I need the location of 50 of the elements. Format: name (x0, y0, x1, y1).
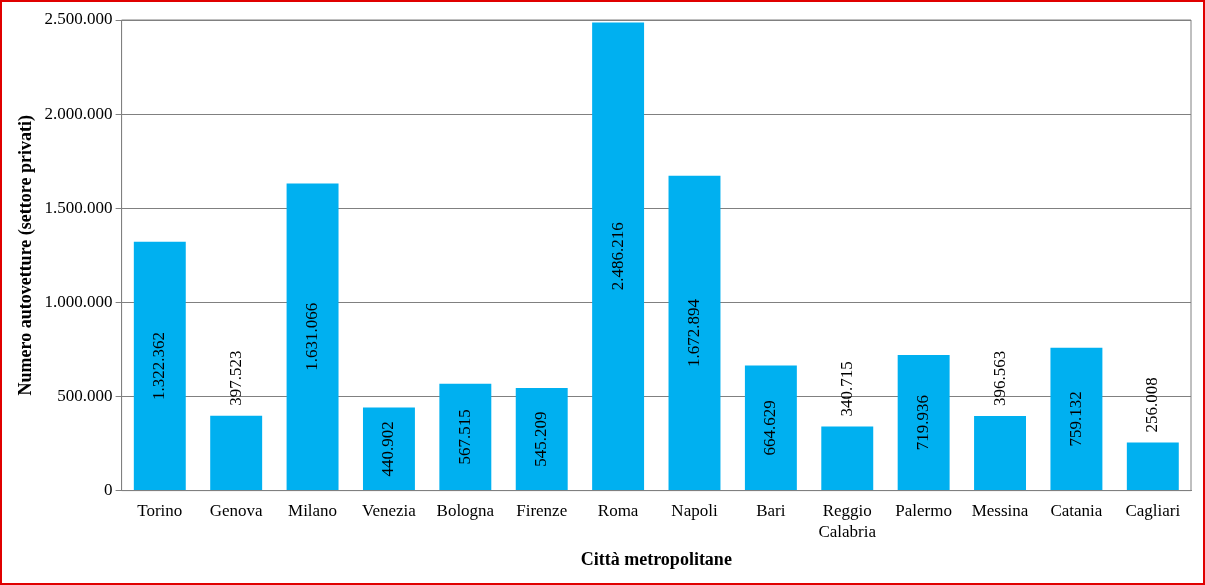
data-label: 1.322.362 (149, 331, 169, 400)
data-label: 567.515 (454, 409, 474, 465)
x-axis-title: Città metropolitane (580, 548, 732, 569)
data-label: 664.629 (760, 400, 780, 456)
data-label: 256.008 (1142, 377, 1162, 433)
y-tick-label: 1.500.000 (44, 197, 113, 217)
bar (439, 383, 492, 491)
x-tick-label: Bologna (436, 501, 495, 521)
x-tick-label: Messina (971, 501, 1029, 521)
y-tick-label: 0 (104, 480, 113, 500)
data-label: 759.132 (1065, 391, 1085, 447)
data-label: 2.486.216 (607, 222, 627, 291)
x-tick-label: Cagliari (1125, 501, 1181, 521)
x-tick-label: Firenze (516, 501, 568, 521)
data-label: 397.523 (225, 350, 245, 406)
bar (974, 415, 1027, 491)
x-tick-label: Genova (209, 501, 264, 521)
y-tick-label: 2.000.000 (44, 103, 113, 123)
x-tick-label: Bari (756, 501, 786, 521)
x-tick-label: Reggio Calabria (818, 501, 877, 541)
bar (210, 415, 263, 491)
y-tick-label: 2.500.000 (44, 9, 113, 29)
y-axis-title: Numero autovetture (settore privati) (15, 115, 37, 396)
bar (897, 355, 950, 491)
bar (744, 365, 797, 491)
data-label: 719.936 (913, 394, 933, 451)
bar (592, 22, 645, 491)
bar (1050, 347, 1103, 491)
x-tick-label: Catania (1050, 501, 1103, 521)
bar (668, 175, 721, 491)
x-tick-label: Venezia (362, 501, 417, 521)
y-tick-label: 1.000.000 (44, 291, 113, 311)
data-label: 340.715 (836, 361, 856, 417)
bar (515, 387, 568, 491)
x-tick-label: Palermo (895, 501, 952, 521)
y-tick-label: 500.000 (57, 385, 113, 405)
data-label: 1.672.894 (683, 298, 703, 367)
data-label: 396.563 (989, 350, 1009, 406)
bar (821, 426, 874, 491)
x-tick-label: Milano (288, 501, 338, 521)
bar (362, 407, 415, 491)
data-label: 545.209 (531, 411, 551, 467)
data-label: 1.631.066 (302, 302, 322, 371)
x-tick-label: Napoli (671, 501, 718, 521)
bar (133, 241, 186, 491)
bar (1126, 442, 1179, 491)
data-label: 440.902 (378, 421, 398, 477)
bar (286, 183, 339, 491)
x-tick-label: Roma (597, 501, 639, 521)
x-tick-label: Torino (137, 501, 183, 521)
